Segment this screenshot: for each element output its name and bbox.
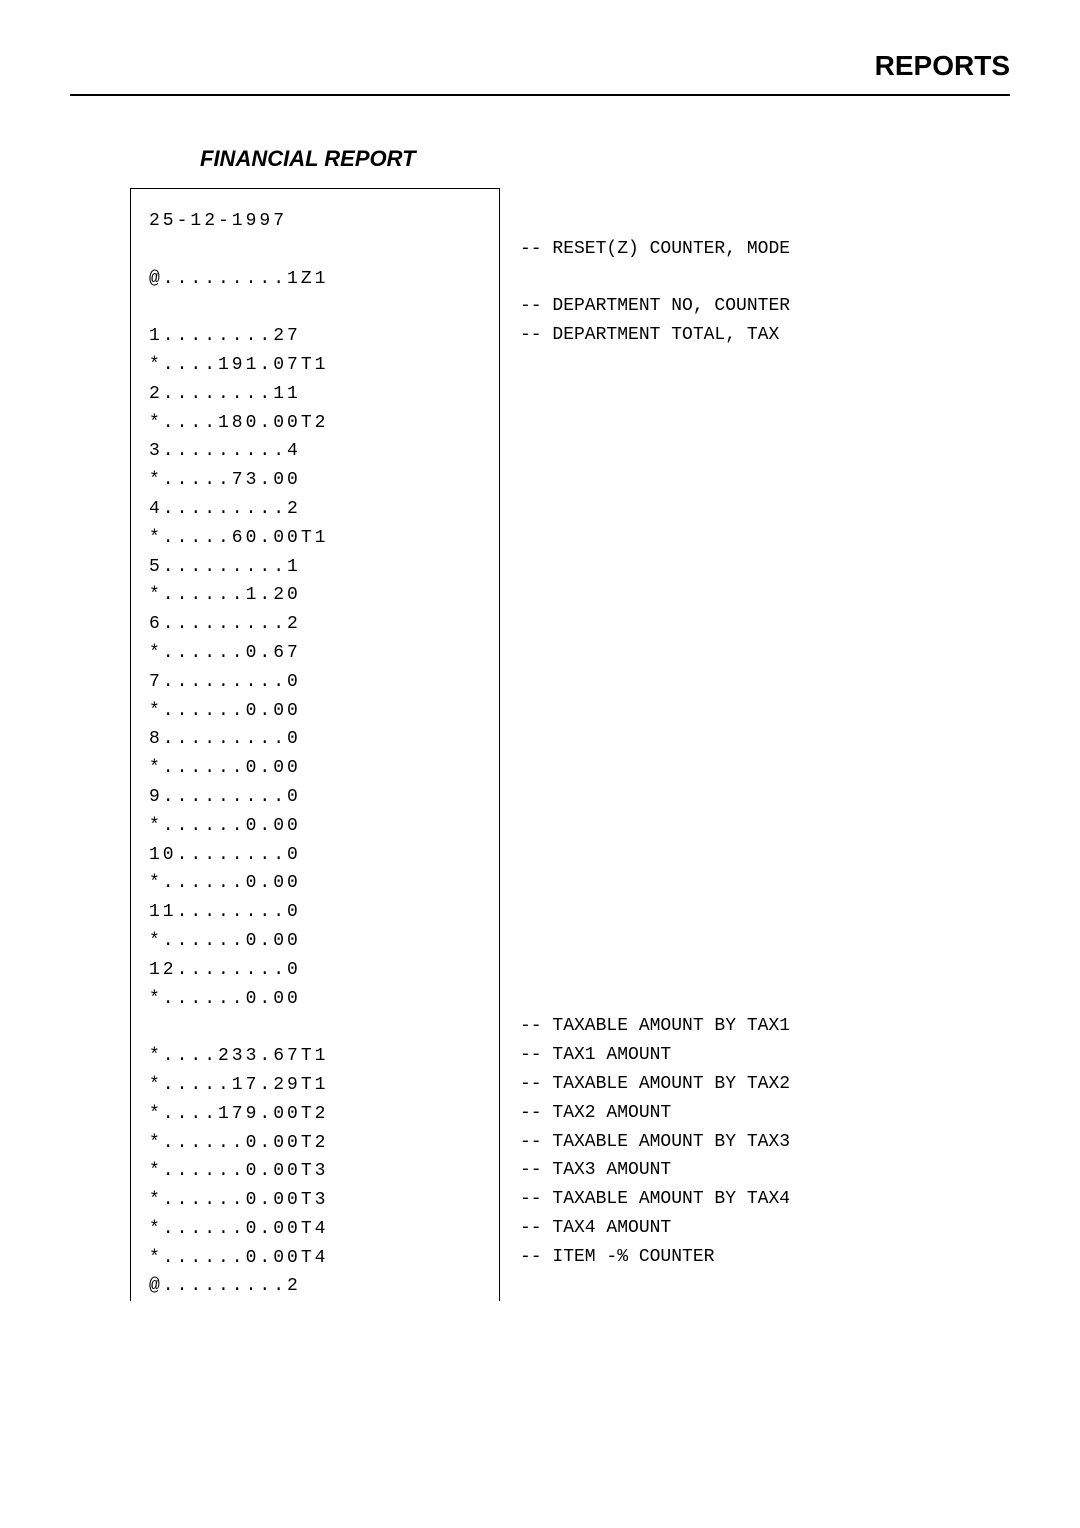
- receipt-line: 5.........1: [149, 553, 481, 582]
- spacer: [149, 236, 481, 265]
- receipt-line: 4.........2: [149, 495, 481, 524]
- annotation-line: -- TAXABLE AMOUNT BY TAX3: [520, 1128, 790, 1157]
- annotation-line: [520, 782, 790, 811]
- annotation-line: [520, 350, 790, 379]
- annotation-line: [520, 897, 790, 926]
- receipt-line: 7.........0: [149, 668, 481, 697]
- annotation-line: -- TAX1 AMOUNT: [520, 1041, 790, 1070]
- annotation-line: [520, 840, 790, 869]
- receipt-line: *......0.00T3: [149, 1157, 481, 1186]
- receipt-line: *......1.20: [149, 581, 481, 610]
- receipt-line: @.........2: [149, 1272, 481, 1301]
- receipt-line: *....179.00T2: [149, 1100, 481, 1129]
- annotations-column: -- RESET(Z) COUNTER, MODE -- DEPARTMENT …: [500, 188, 790, 1301]
- annotation-line: [520, 811, 790, 840]
- receipt-line: 2........11: [149, 380, 481, 409]
- receipt-date: 25-12-1997: [149, 207, 481, 236]
- annotation-line: [520, 984, 790, 1013]
- annotation-line: [520, 408, 790, 437]
- receipt-line: *.....73.00: [149, 466, 481, 495]
- receipt-line: *......0.00T4: [149, 1244, 481, 1273]
- receipt-line: *......0.00T2: [149, 1129, 481, 1158]
- annotation-line: [520, 609, 790, 638]
- annotation-line: [520, 696, 790, 725]
- receipt-line: 11........0: [149, 898, 481, 927]
- receipt-line: *......0.00: [149, 927, 481, 956]
- annotation-line: -- DEPARTMENT NO, COUNTER: [520, 292, 790, 321]
- receipt-line: 10........0: [149, 841, 481, 870]
- annotation-line: -- TAX2 AMOUNT: [520, 1099, 790, 1128]
- receipt-line: *......0.00: [149, 697, 481, 726]
- receipt-line: *......0.00: [149, 869, 481, 898]
- receipt-line: 1........27: [149, 322, 481, 351]
- annotation-line: [520, 667, 790, 696]
- receipt-line: 9.........0: [149, 783, 481, 812]
- receipt-line: 8.........0: [149, 725, 481, 754]
- annotation-line: [520, 724, 790, 753]
- receipt-line: *......0.00: [149, 754, 481, 783]
- annotation-line: [520, 552, 790, 581]
- receipt-line: [149, 1013, 481, 1042]
- receipt-line: *......0.67: [149, 639, 481, 668]
- annotation-line: [520, 955, 790, 984]
- annotation-line: [520, 494, 790, 523]
- receipt-line: *......0.00T4: [149, 1215, 481, 1244]
- annotation-line: [520, 436, 790, 465]
- receipt-line: [149, 293, 481, 322]
- receipt-line: *......0.00: [149, 985, 481, 1014]
- receipt-line: @.........1Z1: [149, 265, 481, 294]
- annotation-line: -- TAXABLE AMOUNT BY TAX4: [520, 1185, 790, 1214]
- receipt-line: *.....17.29T1: [149, 1071, 481, 1100]
- annotation-line: [520, 206, 790, 235]
- annotation-line: [520, 580, 790, 609]
- receipt-box: 25-12-1997 @.........1Z11........27*....…: [130, 188, 500, 1301]
- annotation-line: -- TAXABLE AMOUNT BY TAX2: [520, 1070, 790, 1099]
- annotation-line: -- ITEM -% COUNTER: [520, 1243, 790, 1272]
- report-container: 25-12-1997 @.........1Z11........27*....…: [130, 188, 1010, 1301]
- annotation-line: [520, 379, 790, 408]
- annotation-line: -- DEPARTMENT TOTAL, TAX: [520, 321, 790, 350]
- annotation-line: [520, 264, 790, 293]
- receipt-line: *.....60.00T1: [149, 524, 481, 553]
- receipt-line: *....191.07T1: [149, 351, 481, 380]
- annotation-line: [520, 926, 790, 955]
- annotation-line: [520, 523, 790, 552]
- receipt-line: *......0.00: [149, 812, 481, 841]
- section-title: FINANCIAL REPORT: [200, 146, 1010, 172]
- annotation-line: -- TAX4 AMOUNT: [520, 1214, 790, 1243]
- annotation-line: [520, 868, 790, 897]
- annotation-line: [520, 753, 790, 782]
- annotation-line: -- RESET(Z) COUNTER, MODE: [520, 235, 790, 264]
- receipt-line: *....180.00T2: [149, 409, 481, 438]
- receipt-line: *....233.67T1: [149, 1042, 481, 1071]
- annotation-line: -- TAX3 AMOUNT: [520, 1156, 790, 1185]
- annotation-line: [520, 465, 790, 494]
- page-title: REPORTS: [70, 50, 1010, 96]
- receipt-line: 6.........2: [149, 610, 481, 639]
- annotation-line: [520, 638, 790, 667]
- annotation-line: -- TAXABLE AMOUNT BY TAX1: [520, 1012, 790, 1041]
- receipt-line: 3.........4: [149, 437, 481, 466]
- receipt-line: 12........0: [149, 956, 481, 985]
- receipt-line: *......0.00T3: [149, 1186, 481, 1215]
